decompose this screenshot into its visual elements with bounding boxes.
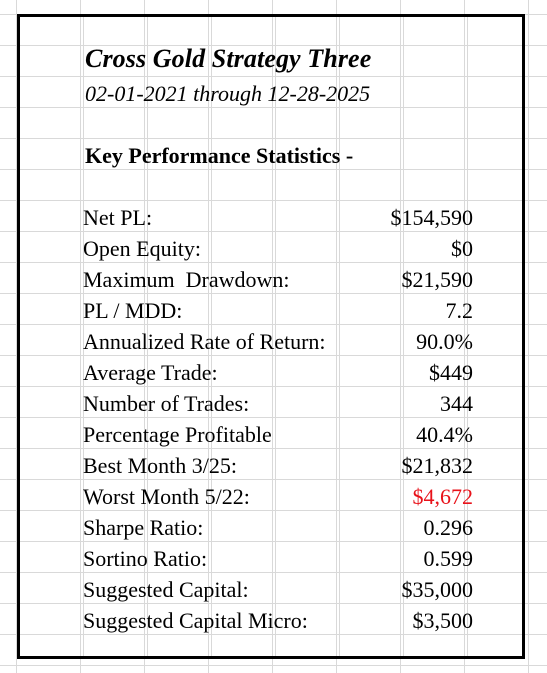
stat-row-annualized-return[interactable]: Annualized Rate of Return: 90.0% [83, 326, 473, 357]
stat-value: 0.296 [423, 515, 474, 540]
report-date-range: 02-01-2021 through 12-28-2025 [85, 81, 371, 106]
stat-label: Suggested Capital: [83, 577, 249, 602]
stat-label: Maximum Drawdown: [83, 267, 290, 292]
stat-row-net-pl[interactable]: Net PL: $154,590 [83, 202, 473, 233]
stat-value-negative: $4,672 [412, 484, 474, 509]
stats-table: Net PL: $154,590 Open Equity: $0 Maximum… [83, 202, 473, 636]
stat-label: Suggested Capital Micro: [83, 608, 308, 633]
stat-label: Sharpe Ratio: [83, 515, 204, 540]
stat-value: 40.4% [416, 422, 473, 447]
stat-label: Number of Trades: [83, 391, 250, 416]
stat-row-sortino-ratio[interactable]: Sortino Ratio: 0.599 [83, 543, 473, 574]
stat-row-suggested-capital-micro[interactable]: Suggested Capital Micro: $3,500 [83, 605, 473, 636]
stat-row-sharpe-ratio[interactable]: Sharpe Ratio: 0.296 [83, 512, 473, 543]
stat-value: 7.2 [445, 298, 474, 323]
stat-value: $21,590 [401, 267, 474, 292]
stat-label: Best Month 3/25: [83, 453, 238, 478]
stat-value: $35,000 [401, 577, 474, 602]
stat-row-number-of-trades[interactable]: Number of Trades: 344 [83, 388, 473, 419]
stat-label: Worst Month 5/22: [83, 484, 250, 509]
stat-value: $3,500 [412, 608, 474, 633]
stat-label: Sortino Ratio: [83, 546, 208, 571]
stat-row-open-equity[interactable]: Open Equity: $0 [83, 233, 473, 264]
stat-label: Percentage Profitable [83, 422, 272, 447]
report-frame [17, 14, 525, 659]
stat-label: Net PL: [83, 205, 153, 230]
stat-value: $21,832 [401, 453, 474, 478]
stat-value: 0.599 [423, 546, 474, 571]
stat-row-best-month[interactable]: Best Month 3/25: $21,832 [83, 450, 473, 481]
stat-value: $154,590 [390, 205, 474, 230]
stat-value: $0 [451, 236, 473, 261]
stat-row-suggested-capital[interactable]: Suggested Capital: $35,000 [83, 574, 473, 605]
stat-row-maximum-drawdown[interactable]: Maximum Drawdown: $21,590 [83, 264, 473, 295]
stat-label: Annualized Rate of Return: [83, 329, 326, 354]
stat-value: $449 [429, 360, 473, 385]
report-title: Cross Gold Strategy Three [85, 44, 372, 73]
stat-label: Average Trade: [83, 360, 218, 385]
stat-label: Open Equity: [83, 236, 201, 261]
stat-label: PL / MDD: [83, 298, 183, 323]
stat-value: 90.0% [416, 329, 473, 354]
stat-value: 344 [440, 391, 473, 416]
section-heading: Key Performance Statistics - [85, 143, 354, 168]
stat-row-worst-month[interactable]: Worst Month 5/22: $4,672 [83, 481, 473, 512]
stat-row-percentage-profitable[interactable]: Percentage Profitable 40.4% [83, 419, 473, 450]
stat-row-pl-mdd[interactable]: PL / MDD: 7.2 [83, 295, 473, 326]
stat-row-average-trade[interactable]: Average Trade: $449 [83, 357, 473, 388]
